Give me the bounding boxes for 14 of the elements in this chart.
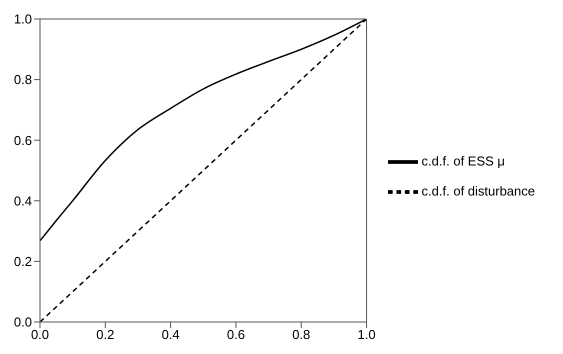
legend-label: c.d.f. of ESS μ	[422, 153, 505, 168]
y-tick-label: 0.6	[14, 132, 32, 148]
legend-label: c.d.f. of disturbance	[422, 183, 535, 198]
y-tick-label: 1.0	[14, 12, 32, 27]
y-tick-label: 0.2	[14, 254, 32, 270]
y-tick-label: 0.4	[14, 193, 32, 208]
x-tick-label: 1.0	[358, 327, 376, 342]
y-tick-label: 0.8	[14, 72, 32, 88]
x-tick-label: 0.6	[226, 327, 245, 342]
x-tick-label: 0.0	[30, 327, 50, 342]
x-tick-label: 0.2	[96, 327, 114, 342]
y-tick-label: 0.0	[14, 314, 32, 330]
x-tick-label: 0.4	[162, 327, 180, 342]
x-tick-label: 0.8	[292, 327, 310, 342]
